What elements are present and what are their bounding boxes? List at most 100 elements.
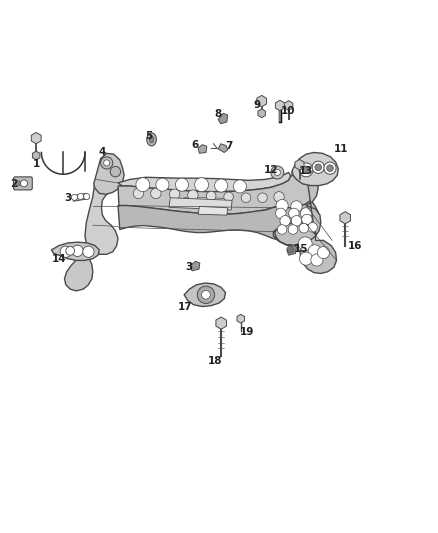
Text: 17: 17 <box>178 302 192 312</box>
Polygon shape <box>295 159 304 170</box>
Circle shape <box>324 162 336 174</box>
Polygon shape <box>340 212 350 224</box>
Circle shape <box>176 178 188 191</box>
Circle shape <box>215 179 228 192</box>
Circle shape <box>133 188 144 199</box>
Polygon shape <box>257 95 267 107</box>
Circle shape <box>206 191 216 201</box>
Polygon shape <box>276 100 284 111</box>
Circle shape <box>187 190 198 200</box>
Circle shape <box>308 245 321 258</box>
Circle shape <box>151 188 161 199</box>
Polygon shape <box>292 152 338 185</box>
Circle shape <box>72 245 83 256</box>
Text: 15: 15 <box>293 244 308 254</box>
Circle shape <box>298 237 312 251</box>
Polygon shape <box>184 198 232 206</box>
Polygon shape <box>85 182 118 254</box>
Circle shape <box>327 165 333 172</box>
Polygon shape <box>218 114 228 124</box>
Circle shape <box>84 193 90 199</box>
Circle shape <box>287 246 294 253</box>
Circle shape <box>302 166 310 174</box>
Circle shape <box>271 166 284 179</box>
Circle shape <box>274 192 284 202</box>
Circle shape <box>291 215 302 226</box>
Ellipse shape <box>149 136 154 143</box>
Polygon shape <box>258 109 265 118</box>
Circle shape <box>288 225 298 235</box>
Circle shape <box>277 225 287 235</box>
Polygon shape <box>287 245 297 255</box>
Circle shape <box>71 194 78 200</box>
Circle shape <box>241 193 251 203</box>
Polygon shape <box>31 133 41 144</box>
Circle shape <box>197 286 215 303</box>
Polygon shape <box>51 242 99 261</box>
Circle shape <box>274 169 280 175</box>
Circle shape <box>101 157 113 169</box>
Circle shape <box>156 178 169 191</box>
Circle shape <box>299 163 313 177</box>
Circle shape <box>300 208 312 219</box>
Text: 3: 3 <box>186 262 193 271</box>
Text: 8: 8 <box>215 109 222 119</box>
Circle shape <box>302 214 312 225</box>
Polygon shape <box>118 200 319 241</box>
Polygon shape <box>198 144 207 154</box>
Circle shape <box>289 208 299 219</box>
Polygon shape <box>118 172 318 214</box>
Circle shape <box>170 189 180 199</box>
Text: 2: 2 <box>10 179 17 189</box>
Polygon shape <box>118 173 291 192</box>
Text: 4: 4 <box>99 148 106 157</box>
Text: 1: 1 <box>32 159 40 169</box>
Polygon shape <box>71 193 89 201</box>
Text: 19: 19 <box>240 327 254 337</box>
Circle shape <box>78 193 84 199</box>
Circle shape <box>300 252 313 265</box>
Text: 13: 13 <box>299 166 313 176</box>
Circle shape <box>194 177 208 192</box>
Circle shape <box>291 201 302 212</box>
Ellipse shape <box>147 133 156 146</box>
Circle shape <box>15 181 21 186</box>
Text: 5: 5 <box>145 131 152 141</box>
Text: 10: 10 <box>280 106 295 116</box>
Polygon shape <box>198 206 228 215</box>
Circle shape <box>21 180 28 187</box>
Polygon shape <box>184 283 226 306</box>
Circle shape <box>83 246 94 257</box>
Polygon shape <box>169 198 232 210</box>
Polygon shape <box>64 246 99 291</box>
Circle shape <box>299 223 309 233</box>
Circle shape <box>60 246 71 257</box>
Polygon shape <box>237 314 244 323</box>
Circle shape <box>104 160 110 166</box>
Text: 16: 16 <box>347 240 362 251</box>
Circle shape <box>66 246 74 255</box>
Circle shape <box>233 180 247 193</box>
Text: 3: 3 <box>64 193 71 203</box>
Text: 9: 9 <box>254 100 261 110</box>
Circle shape <box>136 177 150 192</box>
Circle shape <box>276 199 288 212</box>
FancyBboxPatch shape <box>14 177 32 190</box>
Circle shape <box>280 215 290 226</box>
Polygon shape <box>285 101 293 110</box>
Polygon shape <box>273 171 336 273</box>
Text: 12: 12 <box>264 165 279 175</box>
Polygon shape <box>216 317 226 329</box>
Polygon shape <box>94 154 124 194</box>
Text: 6: 6 <box>191 140 199 150</box>
Circle shape <box>312 161 324 173</box>
Circle shape <box>276 208 286 219</box>
Circle shape <box>311 254 323 266</box>
Circle shape <box>258 193 267 203</box>
Polygon shape <box>218 144 228 152</box>
Text: 7: 7 <box>225 141 232 151</box>
Circle shape <box>110 166 120 177</box>
Circle shape <box>224 192 233 201</box>
Text: 14: 14 <box>52 254 66 264</box>
Circle shape <box>315 164 321 171</box>
